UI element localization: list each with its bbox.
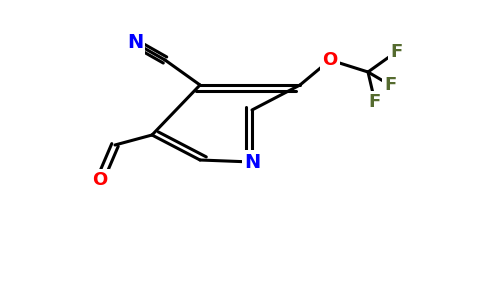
Text: N: N <box>244 152 260 172</box>
Text: O: O <box>92 171 107 189</box>
Text: F: F <box>384 76 396 94</box>
Text: F: F <box>390 43 402 61</box>
Text: F: F <box>369 93 381 111</box>
Text: N: N <box>127 34 143 52</box>
Text: O: O <box>322 51 338 69</box>
